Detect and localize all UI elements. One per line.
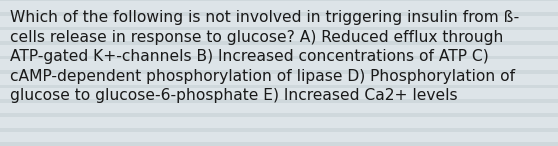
FancyBboxPatch shape — [0, 27, 558, 30]
FancyBboxPatch shape — [0, 70, 558, 74]
Text: Which of the following is not involved in triggering insulin from ß-
cells relea: Which of the following is not involved i… — [10, 10, 519, 104]
FancyBboxPatch shape — [0, 56, 558, 59]
FancyBboxPatch shape — [0, 142, 558, 146]
FancyBboxPatch shape — [0, 128, 558, 132]
FancyBboxPatch shape — [0, 113, 558, 117]
FancyBboxPatch shape — [0, 12, 558, 16]
FancyBboxPatch shape — [0, 41, 558, 45]
FancyBboxPatch shape — [0, 85, 558, 88]
FancyBboxPatch shape — [0, 99, 558, 103]
FancyBboxPatch shape — [0, 0, 558, 1]
